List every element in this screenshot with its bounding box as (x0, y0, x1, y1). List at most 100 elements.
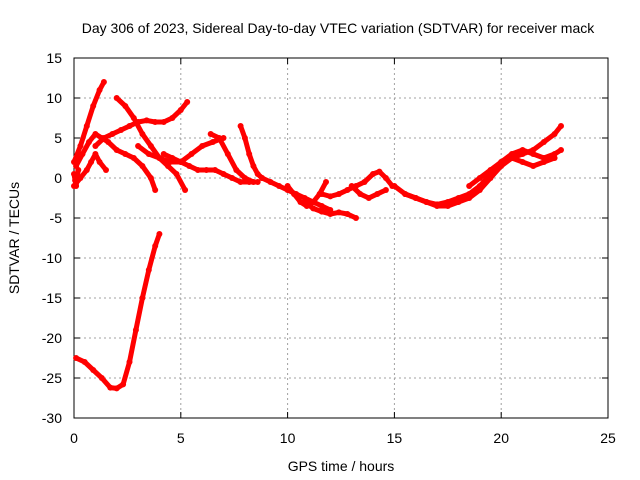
data-point (212, 167, 218, 173)
data-point (327, 211, 334, 217)
data-point (558, 147, 564, 153)
data-point (207, 131, 214, 137)
data-point (79, 151, 86, 157)
data-point (83, 167, 90, 173)
data-point (318, 191, 325, 197)
data-point (147, 175, 154, 181)
y-tick-label: 5 (54, 130, 62, 146)
data-point (276, 183, 283, 189)
data-series (71, 79, 564, 392)
data-point (145, 267, 152, 273)
data-point (344, 211, 351, 217)
y-tick-label: -30 (42, 410, 62, 426)
data-point (530, 163, 537, 169)
data-point (519, 147, 526, 153)
data-point (391, 183, 398, 189)
data-point (92, 143, 99, 149)
data-point (139, 131, 146, 137)
data-point (237, 179, 244, 185)
series-line-track-14 (319, 169, 395, 199)
data-point (73, 355, 80, 361)
data-point (310, 205, 317, 212)
data-point (361, 179, 368, 185)
data-point (86, 139, 92, 145)
data-point (318, 208, 325, 215)
data-point (444, 199, 451, 205)
data-point (71, 171, 77, 177)
y-tick-label: -20 (42, 330, 62, 346)
data-point (284, 183, 291, 189)
data-point (233, 167, 240, 173)
data-point (519, 159, 526, 165)
data-point (177, 107, 184, 113)
data-point (466, 183, 473, 189)
data-point (254, 171, 261, 177)
data-point (188, 151, 195, 157)
data-point (152, 119, 159, 125)
data-point (423, 199, 430, 205)
data-point (267, 179, 274, 185)
data-point (126, 359, 133, 365)
data-point (540, 159, 547, 165)
x-tick-label: 20 (493, 430, 509, 446)
data-point (100, 79, 107, 85)
y-tick-label: 0 (54, 170, 62, 186)
data-point (186, 163, 193, 169)
y-axis-label: SDTVAR / TECUs (6, 182, 22, 294)
data-point (558, 123, 564, 129)
data-point (246, 151, 253, 157)
data-point (323, 179, 329, 185)
data-point (203, 167, 210, 173)
data-point (73, 183, 80, 189)
data-point (88, 159, 95, 165)
data-point (120, 381, 127, 388)
data-point (130, 155, 137, 161)
y-tick-label: -25 (42, 370, 62, 386)
data-point (75, 167, 82, 173)
data-point (139, 295, 146, 301)
data-point (353, 215, 359, 221)
data-point (335, 209, 342, 216)
data-point (156, 231, 163, 237)
data-point (455, 195, 462, 201)
data-point (237, 123, 244, 129)
data-point (143, 117, 150, 124)
x-axis-label: GPS time / hours (288, 458, 395, 474)
data-point (96, 87, 103, 93)
data-point (169, 155, 176, 161)
data-point (83, 123, 90, 129)
data-point (113, 147, 120, 153)
data-point (344, 187, 351, 193)
data-point (297, 199, 304, 205)
data-point (122, 151, 129, 157)
data-point (434, 201, 441, 208)
data-point (122, 103, 129, 109)
data-point (90, 367, 97, 373)
data-point (109, 131, 116, 137)
data-point (250, 179, 257, 185)
data-point (147, 143, 154, 149)
data-point (113, 385, 120, 392)
x-tick-label: 5 (177, 430, 185, 446)
data-point (98, 375, 105, 381)
data-point (81, 359, 88, 365)
data-point (301, 199, 308, 205)
data-point (476, 183, 483, 189)
series-line-track-17 (402, 147, 564, 207)
data-point (382, 187, 389, 193)
data-point (365, 195, 372, 201)
data-point (551, 131, 558, 137)
data-point (220, 171, 227, 177)
x-tick-label: 0 (70, 430, 78, 446)
data-point (476, 175, 483, 181)
data-point (118, 127, 124, 133)
data-point (173, 171, 180, 177)
y-tick-label: -15 (42, 290, 62, 306)
data-point (107, 384, 114, 391)
data-point (224, 151, 231, 157)
data-point (551, 155, 558, 161)
data-point (241, 135, 248, 141)
data-point (241, 175, 248, 181)
